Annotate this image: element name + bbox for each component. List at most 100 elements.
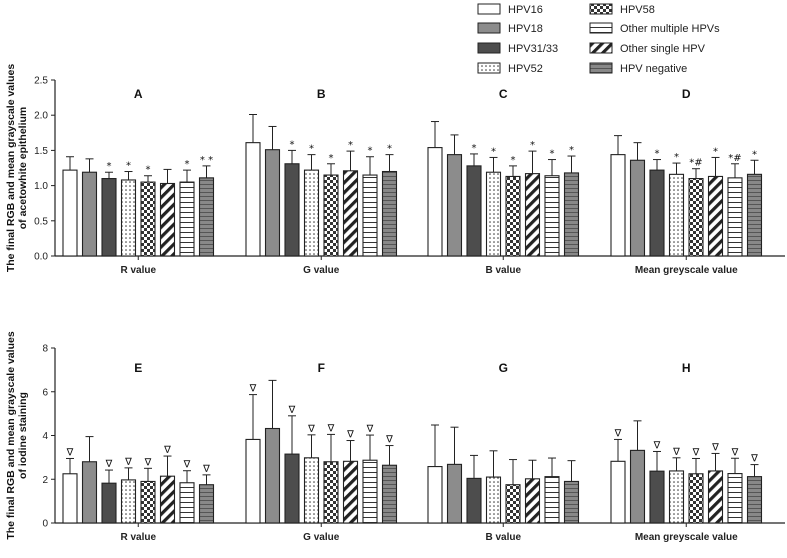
bar bbox=[381, 464, 398, 524]
panel-letter: C bbox=[499, 87, 508, 101]
significance-mark: ∇ bbox=[711, 442, 719, 453]
significance-mark: ∇ bbox=[288, 405, 296, 416]
panel-acetowhite: 0.0 0.5 1.0 1.5 2.0 2.5 The final RGB and mean… bbox=[5, 64, 785, 276]
bar bbox=[62, 169, 78, 257]
x-group-label: R value bbox=[120, 265, 156, 276]
significance-mark: * bbox=[472, 143, 477, 154]
legend-swatch bbox=[589, 22, 613, 34]
bar bbox=[159, 475, 176, 524]
panel-letter: A bbox=[134, 87, 143, 101]
bar bbox=[485, 171, 502, 257]
legend-swatch bbox=[477, 22, 501, 34]
y-tick-label: 0.0 bbox=[34, 252, 48, 263]
significance-mark: * bbox=[387, 144, 392, 155]
bar bbox=[427, 147, 443, 257]
significance-mark: * bbox=[290, 139, 295, 150]
bar bbox=[563, 480, 580, 524]
significance-mark: ∇ bbox=[249, 384, 257, 395]
bar bbox=[81, 171, 98, 257]
bar bbox=[668, 173, 685, 257]
significance-mark: *# bbox=[728, 153, 741, 164]
x-group-label: G value bbox=[303, 265, 340, 276]
bar bbox=[303, 169, 320, 257]
bar bbox=[159, 182, 176, 257]
bar bbox=[746, 476, 763, 524]
significance-mark: ∇ bbox=[692, 447, 700, 458]
significance-mark: ∇ bbox=[307, 424, 315, 435]
significance-mark: * bbox=[530, 140, 535, 151]
legend-swatch bbox=[477, 62, 501, 74]
y-tick-label: 2 bbox=[42, 475, 48, 486]
significance-mark: ∇ bbox=[366, 424, 374, 435]
bar bbox=[198, 177, 215, 257]
bar bbox=[446, 154, 463, 257]
legend-label: HPV16 bbox=[508, 4, 543, 16]
y-tick-label: 2.5 bbox=[34, 76, 48, 87]
significance-mark: * bbox=[329, 153, 334, 164]
panel-letter: D bbox=[682, 87, 691, 101]
bar bbox=[303, 457, 320, 524]
bar bbox=[610, 154, 626, 257]
legend-label: Other multiple HPVs bbox=[620, 23, 720, 35]
bar bbox=[284, 453, 300, 524]
significance-mark: ∇ bbox=[144, 457, 152, 468]
bar bbox=[688, 178, 704, 257]
bar bbox=[179, 482, 195, 524]
y-tick-label: 0 bbox=[42, 519, 48, 530]
significance-mark: * bbox=[569, 145, 574, 156]
x-group-label: B value bbox=[485, 265, 521, 276]
bar bbox=[688, 473, 704, 524]
bar bbox=[284, 163, 300, 257]
y-tick-label: 0.5 bbox=[34, 216, 48, 227]
legend-swatch bbox=[589, 42, 613, 54]
bar bbox=[245, 438, 261, 524]
significance-mark: *# bbox=[689, 158, 702, 169]
panel-letter: H bbox=[682, 361, 691, 375]
y-axis-label: The final RGB and mean grayscale values bbox=[5, 64, 17, 272]
bar bbox=[264, 427, 281, 524]
bar bbox=[381, 170, 398, 257]
bar bbox=[323, 461, 339, 524]
bar bbox=[727, 177, 743, 257]
bar bbox=[120, 479, 137, 524]
significance-mark: ∇ bbox=[66, 447, 74, 458]
significance-mark: ∇ bbox=[105, 459, 113, 470]
significance-mark: * bbox=[309, 144, 314, 155]
significance-mark: ∇ bbox=[346, 430, 354, 441]
significance-mark: * bbox=[752, 149, 757, 160]
bar bbox=[179, 181, 195, 257]
bar bbox=[505, 484, 521, 524]
y-tick-label: 2.0 bbox=[34, 111, 48, 122]
significance-mark: ∇ bbox=[327, 423, 335, 434]
significance-mark: ∇ bbox=[385, 435, 393, 446]
x-group-label: Mean greyscale value bbox=[635, 265, 738, 276]
x-group-label: B value bbox=[485, 532, 521, 543]
bar bbox=[524, 173, 541, 257]
legend-label: HPV58 bbox=[620, 4, 655, 16]
bar bbox=[427, 466, 443, 524]
significance-mark: ∇ bbox=[183, 460, 191, 471]
significance-mark: * * bbox=[200, 155, 213, 166]
bar bbox=[342, 170, 359, 257]
legend-swatch bbox=[589, 3, 613, 15]
panel-letter: G bbox=[499, 361, 508, 375]
significance-mark: ∇ bbox=[672, 447, 680, 458]
bar bbox=[544, 476, 560, 524]
bar bbox=[563, 172, 580, 257]
bar bbox=[466, 477, 482, 524]
bar bbox=[610, 460, 626, 524]
y-tick-label: 4 bbox=[42, 431, 48, 442]
x-group-label: R value bbox=[120, 532, 156, 543]
legend-swatch bbox=[477, 3, 501, 15]
significance-mark: * bbox=[713, 146, 718, 157]
bar bbox=[505, 175, 521, 257]
y-axis-label: of acetowhite epithelium bbox=[17, 107, 29, 230]
panel-letter: F bbox=[318, 361, 325, 375]
significance-mark: * bbox=[511, 155, 516, 166]
x-group-label: Mean greyscale value bbox=[635, 532, 738, 543]
significance-mark: * bbox=[491, 146, 496, 157]
bar bbox=[746, 173, 763, 257]
bar bbox=[727, 473, 743, 524]
bar bbox=[524, 478, 541, 524]
